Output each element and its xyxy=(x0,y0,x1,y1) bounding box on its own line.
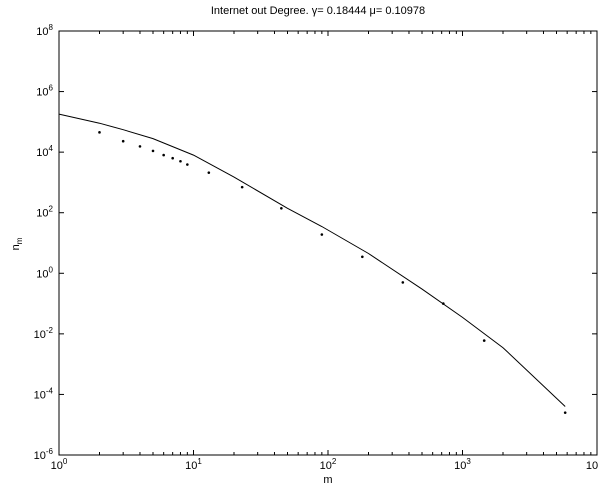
x-tick-label-exp: 2 xyxy=(332,457,337,466)
data-point xyxy=(401,281,405,284)
y-tick-label-exp: 4 xyxy=(49,144,54,153)
x-tick-label: 101 xyxy=(185,457,202,472)
data-point xyxy=(361,255,364,259)
data-point xyxy=(171,156,174,160)
y-tick-label-exp: -2 xyxy=(46,326,54,335)
y-tick-label: 10-2 xyxy=(34,326,54,341)
data-point xyxy=(138,145,142,148)
data-point xyxy=(320,233,324,236)
x-tick-label: 103 xyxy=(454,457,471,472)
y-tick-label-base: 10 xyxy=(36,147,48,159)
y-tick-label-base: 10 xyxy=(36,208,48,220)
y-tick-label: 108 xyxy=(36,23,53,38)
data-points xyxy=(98,131,567,414)
data-point xyxy=(179,159,182,163)
x-tick-label-exp: 0 xyxy=(63,457,68,466)
x-tick-label: 10 xyxy=(586,460,598,472)
y-tick-label-exp: 6 xyxy=(49,84,54,93)
y-tick-label-exp: -4 xyxy=(46,386,54,395)
y-tick-label: 104 xyxy=(36,144,53,159)
x-tick-label-base: 10 xyxy=(51,460,63,472)
x-tick-label-base: 10 xyxy=(185,460,197,472)
y-tick-label-exp: 2 xyxy=(49,205,54,214)
x-tick-label-base: 10 xyxy=(320,460,332,472)
data-point xyxy=(563,411,567,414)
x-axis-label: m xyxy=(323,474,332,486)
y-tick-label-base: 10 xyxy=(36,87,48,99)
data-point xyxy=(186,163,189,166)
y-tick-label: 106 xyxy=(36,84,53,99)
y-tick-label-exp: 8 xyxy=(49,23,54,32)
data-point xyxy=(482,339,486,342)
y-tick-label: 102 xyxy=(36,205,53,220)
x-tick-label: 100 xyxy=(51,457,68,472)
y-tick-label-exp: -6 xyxy=(46,447,54,456)
x-axis: 100 101 102 103 10 xyxy=(51,31,598,472)
y-tick-label-base: 10 xyxy=(34,389,46,401)
y-axis-label-base: n xyxy=(10,244,22,250)
data-point xyxy=(162,153,165,157)
plot-area xyxy=(58,30,598,456)
x-tick-label-base: 10 xyxy=(454,460,466,472)
y-tick-label: 100 xyxy=(36,265,53,280)
fit-curve xyxy=(58,113,566,407)
data-point xyxy=(121,139,125,143)
data-point xyxy=(207,171,211,174)
y-tick-label: 10-6 xyxy=(34,447,54,462)
data-point xyxy=(240,185,244,189)
chart-title: Internet out Degree. γ= 0.18444 μ= 0.109… xyxy=(211,5,425,17)
x-tick-label-exp: 1 xyxy=(197,457,202,466)
y-axis-label-sub: m xyxy=(15,237,24,244)
data-point xyxy=(151,149,155,153)
y-axis-label: nm xyxy=(10,237,24,250)
y-tick-label-exp: 0 xyxy=(49,265,54,274)
x-tick-label-exp: 3 xyxy=(466,457,471,466)
y-tick-label-base: 10 xyxy=(36,26,48,38)
data-point xyxy=(442,302,445,305)
data-point xyxy=(98,131,101,134)
y-tick-label-base: 10 xyxy=(34,329,46,341)
data-point xyxy=(280,206,283,210)
y-tick-label-base: 10 xyxy=(34,450,46,462)
x-tick-label-base: 10 xyxy=(586,460,598,472)
x-tick-label: 102 xyxy=(320,457,337,472)
y-tick-label-base: 10 xyxy=(36,268,48,280)
y-tick-label: 10-4 xyxy=(34,386,54,401)
